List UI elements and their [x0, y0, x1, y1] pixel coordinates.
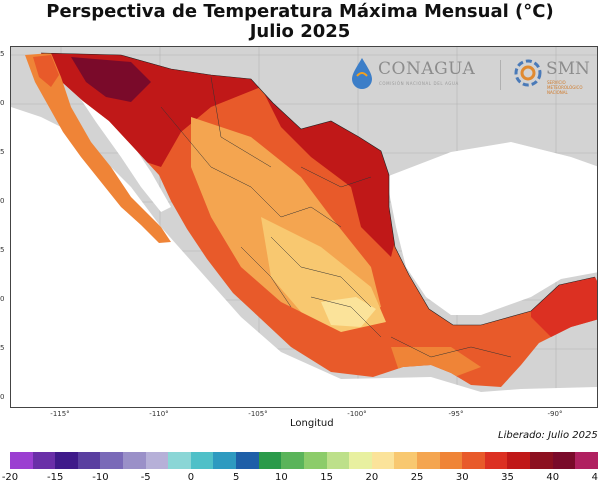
spiral-icon — [514, 59, 542, 87]
smn-logo: SMN SERVICIO METEOROLÓGICO NACIONAL — [512, 56, 598, 96]
colorbar-segment — [303, 452, 327, 469]
logo-divider — [500, 60, 501, 90]
colorbar-label: 35 — [501, 472, 514, 483]
y-tick: 5 — [0, 344, 5, 352]
release-date: Liberado: Julio 2025 — [498, 430, 598, 441]
x-tick: -95° — [448, 410, 464, 418]
colorbar-segment — [213, 452, 237, 469]
colorbar-label: -15 — [47, 472, 64, 483]
zone-highlands-coolest — [321, 297, 376, 327]
x-tick: -115° — [50, 410, 70, 418]
conagua-logo: CONAGUA COMISIÓN NACIONAL DEL AGUA — [348, 56, 498, 96]
colorbar-segment — [55, 452, 78, 469]
x-tick: -110° — [149, 410, 169, 418]
colorbar-segment — [394, 452, 417, 469]
zone-sonora-hot — [71, 57, 151, 102]
colorbar-segment — [145, 452, 169, 469]
colorbar-label: 5 — [232, 472, 240, 483]
colorbar-segment — [123, 452, 146, 469]
colorbar-segment — [326, 452, 350, 469]
x-tick: -105° — [248, 410, 268, 418]
colorbar-segment — [530, 452, 553, 469]
colorbar-segment — [416, 452, 440, 469]
colorbar-segment — [371, 452, 395, 469]
colorbar-segment — [484, 452, 508, 469]
y-tick: 0 — [0, 197, 5, 205]
colorbar-segment — [439, 452, 463, 469]
gulf-of-mexico — [386, 142, 597, 315]
colorbar-label: -20 — [1, 472, 19, 483]
water-drop-icon — [352, 58, 372, 89]
colorbar-segment — [281, 452, 304, 469]
colorbar-segment — [258, 452, 282, 469]
y-tick: 0 — [0, 295, 5, 303]
y-tick: 0 — [0, 393, 5, 401]
colorbar-label: 25 — [410, 472, 424, 483]
x-tick: -100° — [347, 410, 367, 418]
map-title: Perspectiva de Temperatura Máxima Mensua… — [46, 1, 554, 22]
colorbar-label: 40 — [546, 472, 560, 483]
colorbar-segment — [236, 452, 259, 469]
colorbar-segment — [349, 452, 372, 469]
colorbar-segment — [552, 452, 576, 469]
colorbar — [10, 452, 598, 469]
colorbar-segment — [10, 452, 33, 469]
smn-subtitle: SERVICIO METEOROLÓGICO NACIONAL — [547, 80, 583, 95]
smn-wordmark: SMN — [546, 59, 590, 79]
colorbar-segment — [168, 452, 191, 469]
colorbar-segment — [100, 452, 124, 469]
colorbar-segment — [575, 452, 598, 469]
colorbar-label: 20 — [365, 472, 379, 483]
y-tick: 5 — [0, 50, 5, 58]
colorbar-label: -10 — [92, 472, 109, 483]
y-tick: 0 — [0, 99, 5, 107]
map-frame — [10, 46, 598, 408]
colorbar-label: 30 — [455, 472, 469, 483]
colorbar-label: 15 — [320, 472, 333, 483]
baja-california — [25, 53, 171, 243]
colorbar-segment — [77, 452, 101, 469]
colorbar-segment — [190, 452, 214, 469]
temperature-map — [11, 47, 597, 407]
state-boundaries — [160, 76, 512, 358]
mexico-coastline — [40, 52, 596, 326]
colorbar-label: 45 — [591, 472, 598, 483]
baja-north-hot — [33, 55, 59, 87]
y-tick: 5 — [0, 246, 5, 254]
x-axis-label: Longitud — [290, 418, 334, 429]
conagua-subtitle: COMISIÓN NACIONAL DEL AGUA — [379, 81, 459, 86]
colorbar-label: 0 — [187, 472, 195, 483]
colorbar-segment — [462, 452, 485, 469]
map-subtitle: Julio 2025 — [249, 21, 351, 42]
colorbar-segment — [32, 452, 56, 469]
y-tick: 5 — [0, 148, 5, 156]
x-tick: -90° — [547, 410, 563, 418]
pacific-ocean — [11, 107, 597, 407]
conagua-wordmark: CONAGUA — [378, 59, 476, 79]
colorbar-segment — [507, 452, 531, 469]
colorbar-label: -5 — [140, 472, 151, 483]
colorbar-label: 10 — [275, 472, 288, 483]
